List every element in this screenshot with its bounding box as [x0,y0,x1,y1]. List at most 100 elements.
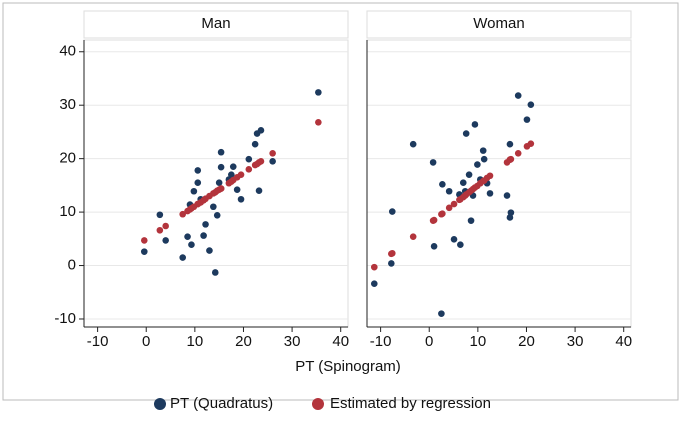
x-tick-label: 20 [518,333,535,350]
point [140,237,148,244]
point [527,101,535,108]
point [507,209,515,216]
point [514,150,522,157]
point [315,89,322,96]
x-tick-label: 40 [615,333,632,350]
point [188,241,195,248]
point [486,190,494,197]
point [269,158,276,165]
y-tick-label: -10 [54,310,76,327]
x-tick-label: 0 [142,333,150,350]
point [450,200,458,208]
point [467,217,475,224]
point [257,127,265,134]
point [194,179,202,186]
legend-marker [154,398,166,410]
point [480,155,488,163]
point [523,116,531,123]
plot-area [366,39,632,328]
point [237,195,245,203]
x-axis-label: PT (Spinogram) [295,358,401,375]
point [179,254,186,261]
panel-title: Man [201,15,230,32]
point [229,163,237,170]
point [370,280,378,288]
point [479,147,487,154]
point [269,150,276,157]
y-tick-label: 30 [59,96,76,113]
point [179,210,186,218]
point [465,171,473,178]
y-tick-label: 40 [59,43,76,60]
panel-header [366,10,632,39]
legend-marker [312,398,324,410]
point [213,211,221,219]
point [438,310,445,317]
point [162,237,169,244]
point [409,140,417,148]
point [527,140,535,147]
point [370,263,378,271]
point [457,241,464,248]
x-tick-label: -10 [370,333,392,350]
point [506,156,514,164]
point [255,159,263,166]
point [156,226,164,234]
point [245,155,253,163]
point [245,166,253,173]
point [474,161,481,168]
point [217,185,225,192]
x-tick-label: 0 [425,333,433,350]
point [162,222,169,230]
point [251,140,259,148]
legend-label: PT (Quadratus) [170,395,273,412]
point [486,172,494,180]
point [445,187,453,195]
point [514,92,522,99]
point [315,119,322,126]
x-tick-label: -10 [87,333,109,350]
point [503,192,511,199]
y-tick-label: 20 [59,150,76,167]
point [429,159,437,166]
point [211,269,219,276]
x-tick-label: 30 [284,333,301,350]
point [237,171,245,178]
point [210,203,217,211]
point [215,179,223,186]
point [206,247,213,254]
point [202,221,209,228]
point [462,130,470,137]
x-tick-label: 40 [332,333,349,350]
x-tick-label: 10 [470,333,487,350]
point [184,233,191,240]
point [459,179,467,186]
point [388,249,396,257]
frame [2,2,679,401]
point [506,140,514,148]
x-tick-label: 30 [567,333,584,350]
legend-label: Estimated by regression [330,395,491,412]
point [200,232,207,239]
y-tick-label: 0 [68,257,76,274]
x-tick-label: 10 [187,333,204,350]
point [445,204,453,212]
x-tick-label: 20 [235,333,252,350]
point [255,187,263,195]
panel-header [83,10,349,39]
point [450,236,458,243]
point [156,211,164,219]
panel-title: Woman [473,15,524,32]
point [430,242,438,250]
point [430,216,438,224]
point [217,148,225,156]
point [439,181,446,188]
point [471,121,479,128]
point [388,260,395,267]
point [438,210,445,218]
point [217,163,225,171]
point [233,186,241,193]
point [409,233,417,240]
point [228,171,235,178]
